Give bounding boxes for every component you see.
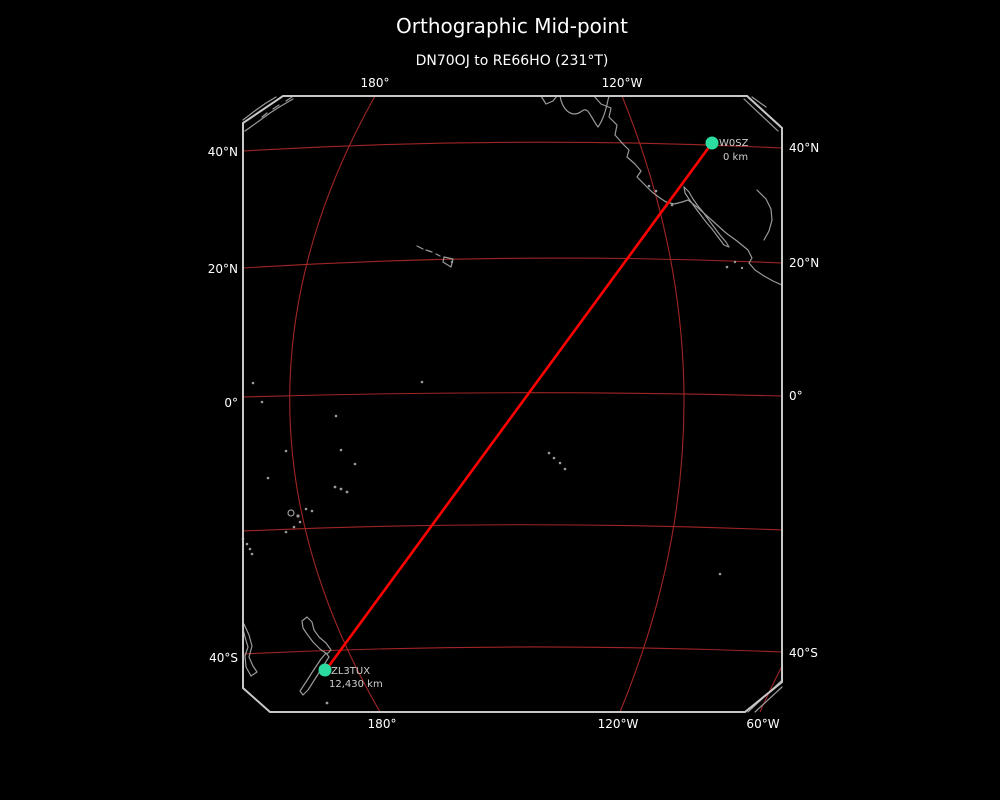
- parallel-40n: [242, 141, 783, 152]
- parallel-equator: [242, 392, 783, 398]
- left-tick-20n: 20°N: [207, 262, 238, 276]
- coast-alaska: [540, 95, 610, 128]
- coast-sonora: [756, 189, 773, 241]
- meridian-120w: [619, 95, 685, 713]
- island-specks: [241, 184, 744, 705]
- top-tick-180: 180°: [360, 76, 390, 90]
- bottom-tick-120w: 120°W: [597, 717, 639, 731]
- w0sz-callsign-label: W0SZ: [719, 138, 749, 149]
- right-tick-40s: 40°S: [789, 646, 818, 660]
- w0sz-distance-label: 0 km: [723, 152, 749, 163]
- map-border: [242, 95, 783, 713]
- bottom-tick-60w: 60°W: [746, 717, 780, 731]
- coast-nz-north-island: [301, 616, 332, 655]
- left-tick-40n: 40°N: [207, 145, 238, 159]
- bottom-tick-180: 180°: [367, 717, 397, 731]
- coast-hawaii: [416, 245, 454, 268]
- graticule-parallels: [242, 141, 783, 655]
- left-tick-40s: 40°S: [209, 651, 238, 665]
- parallel-20s: [242, 524, 783, 532]
- meridian-180: [289, 95, 381, 713]
- coast-fiji-ring: [287, 509, 295, 517]
- coast-north-america: [593, 95, 783, 286]
- figure-subtitle: DN70OJ to RE66HO (231°T): [415, 53, 609, 69]
- zl3tux-callsign-label: ZL3TUX: [331, 666, 371, 677]
- top-tick-120w: 120°W: [601, 76, 643, 90]
- great-circle-path: [324, 141, 714, 672]
- parallel-40s: [242, 646, 783, 655]
- right-tick-20n: 20°N: [789, 256, 820, 270]
- coast-baja: [683, 186, 730, 248]
- coast-australia: [242, 623, 258, 677]
- zl3tux-distance-label: 12,430 km: [329, 679, 383, 690]
- coastlines: [241, 95, 783, 713]
- coast-northeast-corner: [743, 96, 779, 132]
- marker-w0sz: [705, 136, 719, 150]
- coast-aleutians: [242, 96, 294, 132]
- left-tick-0: 0°: [224, 396, 238, 410]
- parallel-20n: [242, 257, 783, 269]
- marker-zl3tux: [318, 663, 332, 677]
- right-tick-0: 0°: [789, 389, 803, 403]
- figure-title: Orthographic Mid-point: [396, 14, 628, 38]
- coast-nz-south-island: [299, 652, 330, 696]
- right-tick-40n: 40°N: [789, 141, 820, 155]
